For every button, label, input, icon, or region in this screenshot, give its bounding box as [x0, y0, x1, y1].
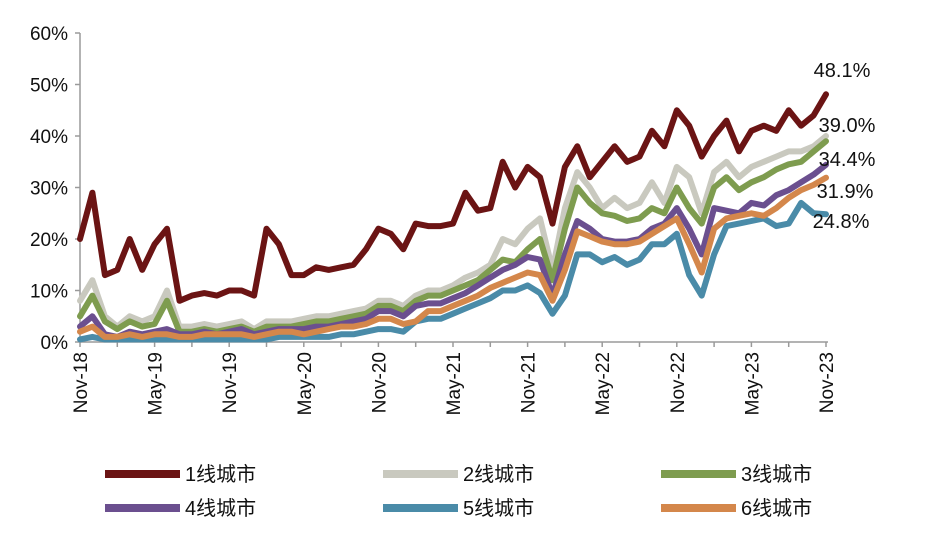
x-tick-label: May-23	[742, 352, 763, 415]
y-axis-ticks: 0% 10% 20% 30% 40% 50% 60%	[30, 24, 80, 354]
y-tick-label: 30%	[30, 179, 68, 200]
y-tick-label: 40%	[30, 127, 68, 148]
x-tick-label: May-22	[593, 352, 614, 415]
x-tick-label: Nov-23	[817, 352, 838, 413]
legend-label-5: 5线城市	[463, 497, 534, 520]
x-tick-label: Nov-20	[369, 352, 390, 413]
end-label-series-2: 39.0%	[819, 115, 876, 137]
x-tick-label: Nov-21	[519, 352, 540, 413]
end-label-series-3: 34.4%	[819, 149, 876, 171]
y-tick-label: 20%	[30, 230, 68, 251]
y-tick-label: 50%	[30, 76, 68, 97]
y-tick-label: 60%	[30, 24, 68, 45]
x-tick-label: May-21	[444, 352, 465, 415]
end-labels: 48.1% 39.0% 34.4% 24.8% 31.9%	[813, 60, 876, 233]
end-label-series-1: 48.1%	[814, 60, 871, 82]
legend-label-3: 3线城市	[741, 463, 812, 486]
x-tick-label: May-20	[295, 352, 316, 415]
y-tick-label: 0%	[41, 333, 69, 354]
end-label-series-6: 31.9%	[817, 181, 874, 203]
series-line-1	[77, 91, 829, 304]
series-line-2	[77, 133, 829, 333]
series-lines	[77, 91, 829, 343]
series-line-5	[77, 199, 829, 343]
end-label-series-5: 24.8%	[813, 211, 870, 233]
legend: 1线城市 2线城市 3线城市 4线城市 5线城市 6线城市	[105, 463, 812, 520]
legend-label-1: 1线城市	[185, 463, 256, 486]
x-tick-label: Nov-18	[71, 352, 92, 413]
x-tick-label: Nov-19	[220, 352, 241, 413]
x-tick-label: May-19	[146, 352, 167, 415]
y-tick-label: 10%	[30, 282, 68, 303]
legend-label-6: 6线城市	[741, 497, 812, 520]
x-tick-label: Nov-22	[668, 352, 689, 413]
x-axis-ticks: Nov-18 May-19 Nov-19 May-20 Nov-20 May-21 Nov-…	[71, 342, 838, 415]
legend-label-2: 2线城市	[463, 463, 534, 486]
legend-label-4: 4线城市	[185, 497, 256, 520]
series-line-6	[77, 174, 829, 340]
